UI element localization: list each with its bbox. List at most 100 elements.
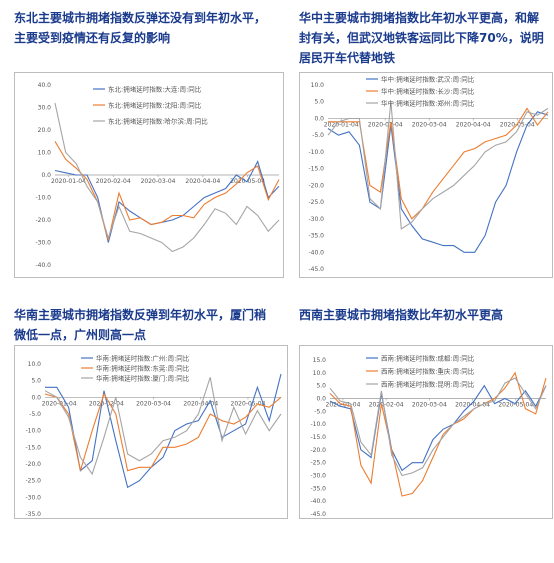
y-tick-label: 10.0: [313, 370, 327, 377]
legend-label: 西南:拥堵延时指数:昆明:周:同比: [381, 379, 475, 388]
chart-frame: 40.0 30.0 20.0 10.0 0.0 -10.0 -20.0 -30.0 -40.0 2…: [14, 72, 284, 278]
y-tick-label: -45.0: [308, 266, 324, 273]
series-line: [44, 377, 282, 476]
series-line: [329, 384, 547, 472]
panel-title: 华南主要城市拥堵指数反弹到年初水平，厦门稍 微低一点，广州则高一点: [14, 305, 292, 345]
y-tick-label: -20.0: [35, 217, 51, 224]
y-tick-label: -25.0: [25, 478, 41, 485]
y-tick-label: 10.0: [311, 82, 325, 89]
legend-label: 华中:拥堵延时指数:长沙:周:同比: [381, 86, 475, 95]
x-tick-label: 2020-03-04: [412, 402, 447, 409]
x-tick-label: 2020-01-04: [324, 121, 359, 128]
series-line: [327, 101, 549, 230]
series-line: [327, 111, 549, 253]
series-line: [54, 102, 280, 253]
y-tick-label: -25.0: [308, 199, 324, 206]
title-line: 微低一点，广州则高一点: [14, 328, 147, 342]
x-tick-label: 2020-03-04: [136, 400, 171, 407]
legend-label: 东北:拥堵延时指数:沈阳:周:同比: [108, 100, 202, 109]
legend-label: 华南:拥堵延时指数:广州:周:同比: [96, 353, 190, 362]
y-tick-label: 0.0: [31, 394, 41, 401]
series-line: [329, 377, 547, 477]
legend-label: 华中:拥堵延时指数:郑州:周:同比: [381, 98, 475, 107]
x-tick-label: 2020-01-04: [42, 400, 77, 407]
title-line: 华中主要城市拥堵指数比年初水平更高，和解: [299, 11, 540, 25]
y-tick-label: -35.0: [310, 485, 326, 492]
chart-svg: 10.0 5.0 0.0 -5.0 -10.0 -15.0 -20.0 -25.0 -30.0 -…: [308, 74, 549, 273]
x-tick-label: 2020-03-04: [412, 121, 447, 128]
x-tick-label: 2020-05-04: [498, 402, 533, 409]
legend-label: 华南:拥堵延时指数:厦门:周:同比: [96, 373, 190, 382]
chart-frame: 10.0 5.0 0.0 -5.0 -10.0 -15.0 -20.0 -25.0 -30.0 -…: [299, 72, 553, 278]
x-tick-label: 2020-04-04: [183, 400, 218, 407]
x-tick-label: 2020-01-04: [51, 178, 86, 185]
chart-svg: 10.0 5.0 0.0 -5.0 -10.0 -15.0 -20.0 -25.0 -30.0 -…: [25, 353, 282, 518]
y-tick-label: 15.0: [313, 357, 327, 364]
legend-label: 东北:拥堵延时指数:哈尔滨:周:同比: [108, 116, 208, 125]
y-tick-label: -30.0: [35, 240, 51, 247]
y-tick-label: -5.0: [312, 132, 324, 139]
y-tick-label: 5.0: [314, 99, 324, 106]
legend-label: 华南:拥堵延时指数:东莞:周:同比: [96, 363, 190, 372]
y-tick-label: 5.0: [316, 383, 326, 390]
y-tick-label: -40.0: [310, 498, 326, 505]
y-tick-label: -10.0: [35, 195, 51, 202]
y-tick-label: 10.0: [28, 361, 42, 368]
y-tick-label: 0.0: [316, 396, 326, 403]
title-line: 居民开车代替地铁: [299, 51, 396, 65]
chart-frame: 15.0 10.0 5.0 0.0 -5.0 -10.0 -15.0 -20.0 -25.0 -3…: [299, 345, 553, 519]
series-line: [44, 392, 282, 472]
y-tick-label: -5.0: [314, 408, 326, 415]
y-tick-label: 0.0: [41, 172, 51, 179]
chart-frame: 10.0 5.0 0.0 -5.0 -10.0 -15.0 -20.0 -25.0 -30.0 -…: [14, 345, 288, 519]
y-tick-label: -35.0: [25, 511, 41, 518]
panel-title: 东北主要城市拥堵指数反弹还没有到年初水平， 主要受到疫情还有反复的影响: [14, 8, 279, 48]
x-tick-label: 2020-05-04: [231, 400, 266, 407]
title-line: 西南主要城市拥堵指数比年初水平更高: [299, 308, 504, 322]
x-tick-label: 2020-04-04: [455, 402, 490, 409]
y-tick-label: -25.0: [310, 460, 326, 467]
series-line: [328, 107, 549, 220]
x-tick-label: 2020-03-04: [141, 178, 176, 185]
y-tick-label: -15.0: [310, 434, 326, 441]
y-tick-label: -30.0: [25, 494, 41, 501]
y-tick-label: -20.0: [25, 461, 41, 468]
chart-svg: 15.0 10.0 5.0 0.0 -5.0 -10.0 -15.0 -20.0 -25.0 -3…: [310, 353, 547, 518]
y-tick-label: -10.0: [308, 149, 324, 156]
y-tick-label: -35.0: [308, 233, 324, 240]
y-tick-label: 5.0: [31, 378, 41, 385]
y-tick-label: 10.0: [38, 150, 52, 157]
y-tick-label: 20.0: [38, 127, 52, 134]
y-tick-label: -45.0: [310, 511, 326, 518]
x-tick-label: 2020-04-04: [185, 178, 220, 185]
series-line: [54, 160, 280, 243]
legend-label: 西南:拥堵延时指数:重庆:周:同比: [381, 366, 475, 375]
series-line: [54, 141, 280, 241]
y-tick-label: -20.0: [308, 182, 324, 189]
x-tick-label: 2020-04-04: [456, 121, 491, 128]
y-tick-label: -30.0: [308, 216, 324, 223]
x-tick-label: 2020-02-04: [96, 178, 131, 185]
y-tick-label: -30.0: [310, 473, 326, 480]
x-tick-label: 2020-02-04: [368, 121, 403, 128]
title-line: 主要受到疫情还有反复的影响: [14, 31, 171, 45]
legend-label: 西南:拥堵延时指数:成都:周:同比: [381, 353, 475, 362]
y-tick-label: 40.0: [38, 82, 52, 89]
y-tick-label: 0.0: [314, 115, 324, 122]
y-tick-label: -40.0: [35, 262, 51, 269]
y-tick-label: -15.0: [308, 166, 324, 173]
title-line: 华南主要城市拥堵指数反弹到年初水平，厦门稍: [14, 308, 267, 322]
legend-label: 东北:拥堵延时指数:大连:周:同比: [108, 84, 202, 93]
chart-svg: 40.0 30.0 20.0 10.0 0.0 -10.0 -20.0 -30.0 -40.0 2…: [35, 82, 280, 269]
y-tick-label: -20.0: [310, 447, 326, 454]
y-tick-label: -40.0: [308, 249, 324, 256]
title-line: 封有关，但武汉地铁客运同比下降70%，说明: [299, 31, 544, 45]
y-tick-label: -10.0: [310, 421, 326, 428]
title-line: 东北主要城市拥堵指数反弹还没有到年初水平，: [14, 11, 267, 25]
panel-title: 西南主要城市拥堵指数比年初水平更高: [299, 305, 551, 325]
y-tick-label: 30.0: [38, 105, 52, 112]
y-tick-label: -15.0: [25, 444, 41, 451]
x-tick-label: 2020-02-04: [369, 402, 404, 409]
x-tick-label: 2020-01-04: [326, 402, 361, 409]
y-tick-label: -10.0: [25, 428, 41, 435]
